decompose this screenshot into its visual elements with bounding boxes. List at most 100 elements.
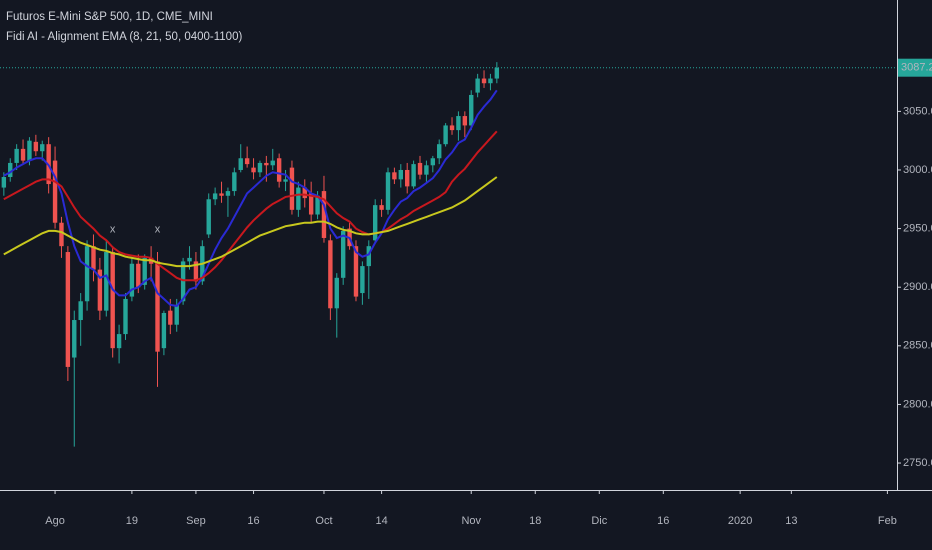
candle-body <box>78 301 83 321</box>
candle-body <box>366 246 371 267</box>
x-tick-label: Feb <box>878 515 897 527</box>
candle-body <box>437 144 442 159</box>
candle-body <box>360 266 365 294</box>
y-tick-label: 3000.00 <box>903 164 932 176</box>
candle-body <box>424 165 429 175</box>
ema-line <box>3 89 498 308</box>
candle-body <box>334 277 339 309</box>
candle-body <box>97 269 103 311</box>
candle-body <box>372 205 378 241</box>
candle-body <box>27 140 32 161</box>
y-tick-label: 3050.00 <box>903 105 932 117</box>
candle-body <box>411 164 416 187</box>
ema-line <box>3 130 498 282</box>
candle-body <box>123 298 128 335</box>
candle-body <box>180 261 186 302</box>
candle-body <box>392 172 397 180</box>
candle-body <box>8 162 13 178</box>
candle-body <box>136 263 141 288</box>
x-tick-label: 13 <box>785 515 797 527</box>
candle-body <box>129 263 135 297</box>
x-tick-label: 18 <box>529 515 541 527</box>
candle-body <box>161 312 167 349</box>
candle-body <box>257 162 263 173</box>
candle-body <box>353 246 359 297</box>
candle-body <box>142 257 147 285</box>
chart-title: Futuros E-Mini S&P 500, 1D, CME_MINI <box>6 11 213 23</box>
candle-body <box>449 125 455 131</box>
candle-body <box>219 193 224 196</box>
candle-body <box>33 141 39 152</box>
candle-body <box>443 125 448 145</box>
candle-body <box>238 158 243 170</box>
candle-body <box>104 252 109 311</box>
candle-body <box>321 191 327 238</box>
candle-body <box>40 144 45 152</box>
candle-body <box>168 310 173 325</box>
candle-body <box>276 158 282 182</box>
candle-body <box>225 191 231 196</box>
candle-body <box>91 246 96 270</box>
candle-body <box>398 169 404 180</box>
candle-body <box>328 240 333 309</box>
candle-body <box>174 304 179 325</box>
candle-body <box>14 148 19 163</box>
candle-body <box>456 116 461 131</box>
candle-body <box>283 179 288 182</box>
signal-marker: x <box>110 224 116 236</box>
x-tick-label: 2020 <box>728 515 752 527</box>
x-tick-label: Nov <box>461 515 481 527</box>
candle-body <box>52 160 58 223</box>
signal-marker: x <box>155 224 161 236</box>
x-tick-label: Sep <box>186 515 206 527</box>
last-price-label: 3087.25 <box>901 62 932 74</box>
y-tick-label: 2950.00 <box>903 222 932 234</box>
candle-body <box>59 222 64 247</box>
candle-body <box>462 116 468 126</box>
candle-body <box>251 167 256 173</box>
candle-body <box>379 205 384 210</box>
candle-body <box>244 158 250 165</box>
x-tick-label: 19 <box>126 515 138 527</box>
candle-body <box>494 67 500 79</box>
candle-body <box>475 78 480 93</box>
candle-body <box>340 230 346 278</box>
candle-body <box>20 148 26 161</box>
candle-body <box>385 172 391 210</box>
candle-body <box>232 172 237 192</box>
y-tick-label: 2750.00 <box>903 457 932 469</box>
candle-body <box>72 320 77 358</box>
x-tick-label: 14 <box>375 515 387 527</box>
candle-body <box>270 160 275 166</box>
candle-body <box>65 252 71 367</box>
y-tick-label: 2900.00 <box>903 281 932 293</box>
candle-body <box>315 195 320 215</box>
ema-line <box>3 176 498 268</box>
x-tick-label: 16 <box>657 515 669 527</box>
x-tick-label: Oct <box>315 515 332 527</box>
x-tick-label: Dic <box>591 515 607 527</box>
candle-body <box>84 246 90 302</box>
candle-body <box>302 187 307 199</box>
candle-body <box>212 193 218 200</box>
x-tick-label: Ago <box>45 515 65 527</box>
candle-body <box>116 334 122 349</box>
candle-body <box>296 187 301 210</box>
candle-body <box>155 261 160 352</box>
candle-body <box>488 78 493 84</box>
candle-body <box>206 199 211 235</box>
candle-body <box>264 162 269 166</box>
candle-body <box>110 252 115 349</box>
candle-body <box>469 94 474 126</box>
candle-body <box>1 177 7 188</box>
last-price-tag <box>898 58 932 77</box>
candle-body <box>289 167 295 210</box>
candle-body <box>308 193 314 215</box>
x-tick-label: 16 <box>247 515 259 527</box>
candle-body <box>187 257 192 262</box>
candle-body <box>481 78 487 84</box>
indicator-label: Fidi AI - Alignment EMA (8, 21, 50, 0400… <box>6 31 242 43</box>
candle-body <box>405 169 410 187</box>
